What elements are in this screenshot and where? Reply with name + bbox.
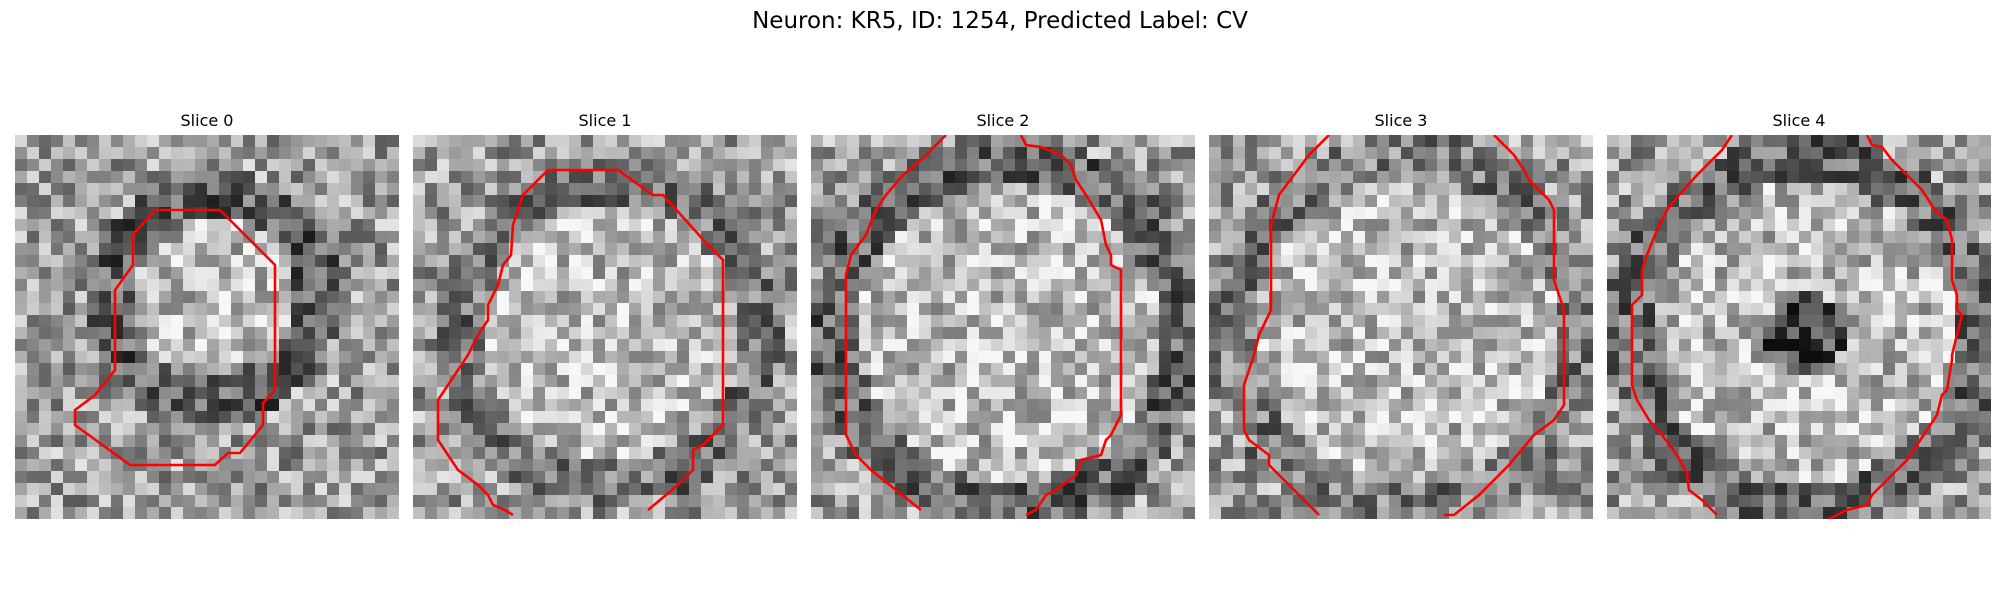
slice-title: Slice 4 — [1772, 111, 1826, 130]
contour-line-right — [844, 135, 947, 512]
contour-line-left — [436, 169, 549, 517]
pixel-grid — [1607, 135, 1991, 519]
contour-line-right — [548, 168, 725, 511]
slice-panel-0: Slice 0 — [15, 108, 399, 519]
slice-title: Slice 2 — [976, 111, 1030, 130]
slice-title: Slice 0 — [180, 111, 234, 130]
slice-title: Slice 1 — [578, 111, 632, 130]
contour-line-left — [1444, 135, 1566, 517]
pixel-grid — [811, 135, 1195, 519]
slice-panel-3: Slice 3 — [1209, 108, 1593, 519]
slice-panel-4: Slice 4 — [1607, 108, 1991, 519]
slice-panel-1: Slice 1 — [413, 108, 797, 519]
pixel-grid — [1209, 135, 1593, 519]
pixel-grid — [413, 135, 797, 519]
contour-line — [73, 208, 277, 467]
contour-line-left — [1826, 135, 1964, 519]
contour-line-left — [1019, 135, 1123, 517]
slice-title: Slice 3 — [1374, 111, 1428, 130]
slice-image — [413, 135, 797, 519]
contour-line-right — [1242, 135, 1330, 516]
slice-image — [1209, 135, 1593, 519]
slice-image — [15, 135, 399, 519]
slice-image — [811, 135, 1195, 519]
contour-line-right — [1630, 135, 1734, 516]
figure-title: Neuron: KR5, ID: 1254, Predicted Label: … — [752, 8, 1248, 34]
pixel-grid — [15, 135, 399, 519]
slice-image — [1607, 135, 1991, 519]
slice-panel-2: Slice 2 — [811, 108, 1195, 519]
